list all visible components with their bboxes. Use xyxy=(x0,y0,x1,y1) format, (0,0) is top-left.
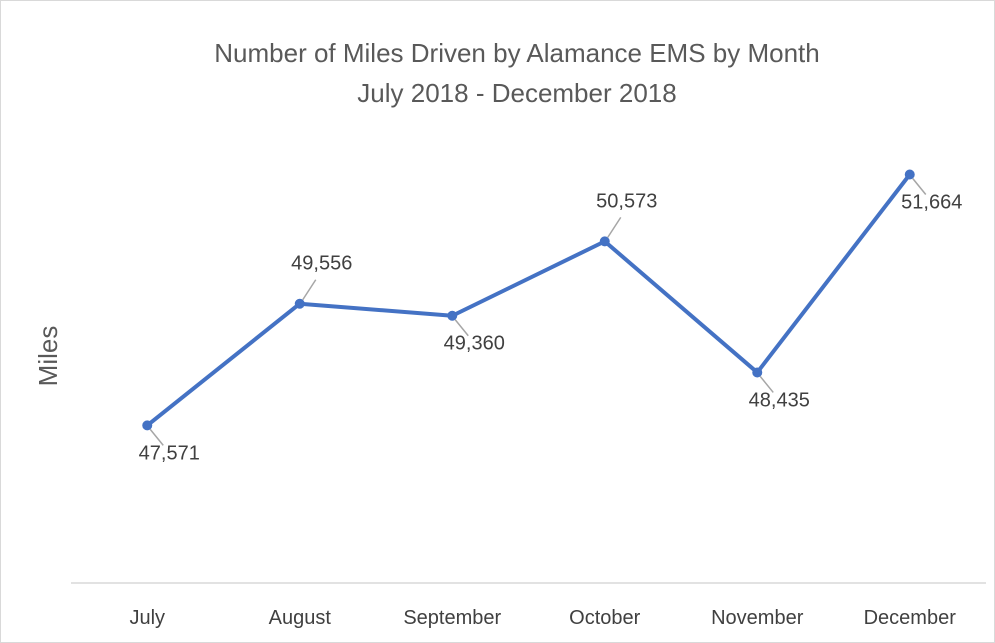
data-label: 48,435 xyxy=(749,389,810,411)
x-tick-label: November xyxy=(711,607,804,629)
data-point xyxy=(904,169,915,180)
data-label: 47,571 xyxy=(139,442,200,464)
series-line xyxy=(145,172,912,428)
leader-line xyxy=(912,178,927,195)
leader-line xyxy=(302,279,317,301)
data-point xyxy=(294,298,305,309)
chart-title: Number of Miles Driven by Alamance EMS b… xyxy=(214,38,819,68)
x-tick-label: July xyxy=(129,607,165,629)
data-label: 49,360 xyxy=(444,333,505,355)
chart-subtitle: July 2018 - December 2018 xyxy=(357,78,676,108)
data-point xyxy=(599,236,610,247)
leader-line xyxy=(607,216,622,238)
x-tick-label: October xyxy=(569,607,640,629)
x-tick-label: December xyxy=(864,607,957,629)
data-label: 51,664 xyxy=(901,192,962,214)
leader-line xyxy=(759,375,774,393)
x-tick-label: September xyxy=(403,607,501,629)
data-point xyxy=(447,310,458,321)
data-label: 49,556 xyxy=(291,253,352,275)
leader-line xyxy=(149,428,164,446)
data-label: 50,573 xyxy=(596,190,657,212)
data-point xyxy=(142,420,153,431)
x-tick-label: August xyxy=(269,607,332,629)
data-point xyxy=(752,367,763,378)
y-axis-label: Miles xyxy=(33,326,63,387)
leader-line xyxy=(454,319,469,337)
